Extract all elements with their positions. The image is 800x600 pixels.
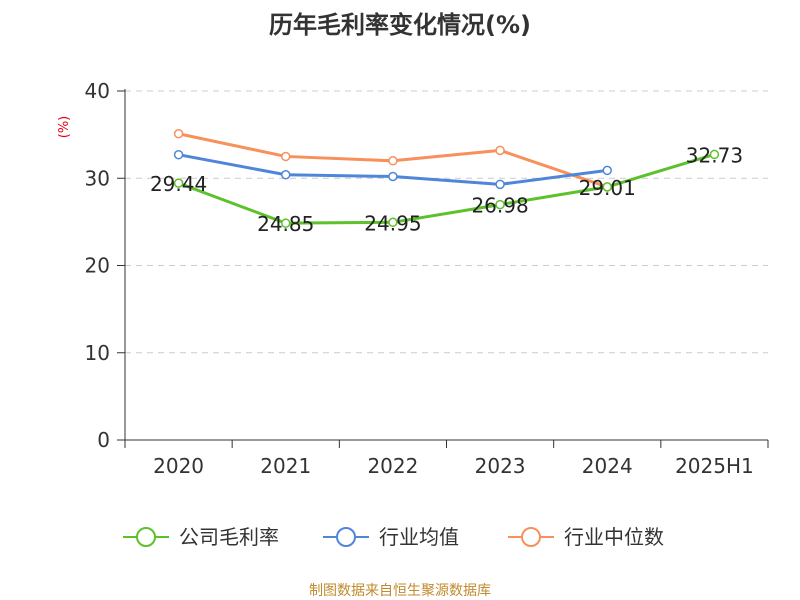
series-line — [178, 152, 715, 225]
data-point — [602, 182, 612, 192]
y-axis-label: (%) — [57, 116, 72, 139]
legend-label: 行业中位数 — [564, 525, 664, 549]
grid-lines — [125, 90, 768, 354]
data-point — [495, 179, 505, 190]
axes — [117, 89, 769, 448]
y-tick-label: 20 — [85, 254, 110, 278]
y-tick-label: 0 — [97, 428, 110, 452]
data-point — [602, 165, 612, 176]
x-tick-label: 2021 — [260, 454, 311, 478]
data-point — [709, 149, 720, 160]
x-axis-tick-labels: 2020 2021 2022 2023 2024 2025H1 — [153, 454, 754, 478]
data-point — [281, 151, 291, 162]
source-note: 制图数据来自恒生聚源数据库 — [309, 583, 491, 599]
data-label: 32.73 — [686, 143, 743, 167]
data-point — [173, 178, 184, 188]
legend-marker — [521, 527, 541, 547]
data-point — [495, 145, 505, 156]
data-point — [173, 129, 184, 139]
x-tick-label: 2020 — [153, 454, 204, 478]
x-tick-label: 2025H1 — [675, 454, 754, 478]
data-label: 24.95 — [364, 211, 421, 235]
x-tick-label: 2023 — [475, 454, 526, 478]
legend: 公司毛利率 行业均值 行业中位数 — [123, 525, 664, 549]
legend-label: 公司毛利率 — [179, 525, 279, 549]
data-label: 29.44 — [150, 172, 207, 196]
data-label: 29.01 — [579, 176, 636, 200]
y-tick-label: 40 — [85, 79, 110, 103]
data-labels: 29.44 24.85 24.95 26.98 29.01 32.73 — [150, 143, 743, 236]
data-point — [388, 171, 398, 182]
legend-marker — [336, 527, 356, 547]
legend-item: 行业均值 — [323, 525, 459, 549]
legend-label: 行业均值 — [379, 525, 459, 549]
x-tick-label: 2024 — [582, 454, 633, 478]
series-group — [173, 129, 720, 228]
x-tick-label: 2022 — [367, 454, 418, 478]
data-label: 26.98 — [471, 194, 528, 218]
data-point — [281, 218, 291, 228]
chart-title: 历年毛利率变化情况(%) — [269, 11, 531, 39]
y-tick-label: 30 — [85, 166, 110, 190]
legend-item: 行业中位数 — [508, 525, 664, 549]
data-point — [388, 156, 398, 166]
legend-item: 公司毛利率 — [123, 525, 279, 549]
y-tick-label: 10 — [85, 341, 110, 365]
data-point — [388, 217, 398, 228]
data-point — [173, 149, 184, 160]
data-point — [281, 170, 291, 180]
data-label: 24.85 — [257, 212, 314, 236]
legend-marker — [136, 527, 156, 547]
data-point — [495, 199, 505, 210]
y-axis-tick-labels: 0 10 20 30 40 — [85, 79, 110, 452]
